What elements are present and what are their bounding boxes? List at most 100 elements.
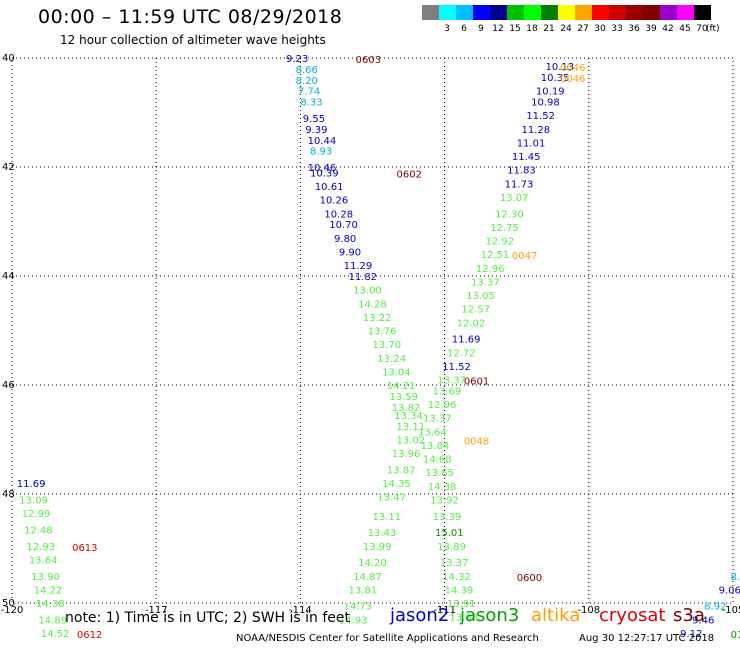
wave-height-value: 9.90 (339, 247, 361, 258)
wave-height-value: 13.24 (377, 354, 406, 365)
wave-height-value: 10.26 (320, 196, 349, 207)
scale-swatch (456, 5, 473, 20)
wave-height-value: 14.21 (387, 381, 416, 392)
wave-height-value: 7.74 (298, 87, 320, 98)
wave-height-value: 14.35 (382, 479, 411, 490)
wave-height-value: 13.11 (397, 422, 426, 433)
lat-tick-label: 44 (2, 271, 15, 282)
wave-height-value: 10.35 (541, 73, 570, 84)
scale-tick-label: 12 (492, 24, 504, 34)
wave-height-value: 10.39 (310, 168, 339, 179)
scale-swatch (660, 5, 677, 20)
wave-height-value: 12.99 (22, 509, 51, 520)
wave-height-value: 13.37 (437, 376, 466, 387)
wave-height-value: 13.99 (363, 542, 392, 553)
wave-height-value: 13.11 (373, 512, 402, 523)
scale-swatch (507, 5, 524, 20)
wave-height-value: 13.87 (387, 465, 416, 476)
wave-height-value: 12.93 (26, 542, 55, 553)
wave-height-value: 10.13 (546, 62, 575, 73)
scale-tick-label: 18 (526, 24, 538, 34)
scale-swatch (609, 5, 626, 20)
wave-height-value: 14.28 (358, 299, 387, 310)
scale-swatch (677, 5, 694, 20)
pass-time-label: 0047 (512, 251, 537, 262)
wave-height-value: 11.73 (505, 179, 534, 190)
scale-swatch (592, 5, 609, 20)
wave-height-value: 14.93 (339, 615, 368, 626)
wave-height-value: 13.83 (449, 613, 478, 624)
wave-height-value: 15.01 (435, 528, 464, 539)
scale-swatch (541, 5, 558, 20)
wave-height-value: 13.37 (440, 558, 469, 569)
wave-height-value: 13.96 (392, 449, 421, 460)
wave-height-value: 13.70 (373, 340, 402, 351)
wave-height-value: 8.20 (296, 76, 318, 87)
wave-height-value: 12.75 (490, 223, 519, 234)
legend-item: jason2 (390, 605, 450, 626)
map-frame (11, 57, 734, 604)
legend-item: jason3 (460, 605, 520, 626)
lon-tick-label: -117 (145, 605, 168, 616)
pass-time-label: 0612 (77, 630, 102, 641)
legend-item: cryosat (599, 605, 666, 626)
wave-height-value: 11.28 (522, 125, 551, 136)
wave-height-value: 12.92 (485, 237, 514, 248)
wave-height-value: 11.01 (517, 138, 546, 149)
wave-height-value: 11.83 (507, 166, 536, 177)
wave-height-value: 10.19 (536, 87, 565, 98)
footnote: note: 1) Time is in UTC; 2) SWH is in fe… (65, 610, 351, 626)
wave-height-value: 13.39 (433, 512, 462, 523)
wave-height-value: 11.82 (348, 272, 377, 283)
wave-height-value: 12.48 (24, 525, 53, 536)
wave-height-value: 8.92 (704, 602, 726, 613)
pass-time-label: 0046 (560, 74, 585, 85)
pass-time-label: 0601 (464, 377, 489, 388)
wave-height-value: 13.84 (421, 441, 450, 452)
wave-height-value: 9.55 (303, 114, 325, 125)
wave-height-value: 8.33 (300, 98, 322, 109)
wave-height-value: 14.52 (41, 629, 70, 640)
legend-item: altika (531, 605, 581, 626)
pass-time-label: 0613 (72, 543, 97, 554)
lon-tick-label: -105 (722, 605, 740, 616)
wave-height-value: 12.96 (428, 400, 457, 411)
legend-item: s3a (673, 605, 705, 626)
scale-swatch (575, 5, 592, 20)
scale-swatch (473, 5, 490, 20)
wave-height-value: 13.90 (31, 572, 60, 583)
lon-tick-label: -111 (433, 605, 456, 616)
wave-height-value: 11.69 (452, 335, 481, 346)
scale-tick-label: 27 (577, 24, 589, 34)
scale-tick-label: 24 (560, 24, 572, 34)
wave-height-value: 10.44 (308, 136, 337, 147)
scale-swatch (626, 5, 643, 20)
wave-height-value: 13.59 (389, 392, 418, 403)
wave-height-value: 8. (731, 572, 740, 583)
wave-height-value: 12.30 (495, 209, 524, 220)
wave-height-value: 14.20 (358, 558, 387, 569)
lat-tick-label: 48 (2, 489, 15, 500)
wave-height-value: 14.89 (38, 615, 67, 626)
lon-tick-label: -120 (1, 605, 24, 616)
wave-height-value: 14.73 (344, 602, 373, 613)
pass-time-label: 0602 (397, 169, 422, 180)
wave-height-value: 13.05 (466, 291, 495, 302)
scale-tick-label: 3 (444, 24, 450, 34)
wave-height-value: 14.32 (442, 572, 471, 583)
wave-height-value: 13.09 (19, 495, 48, 506)
scale-tick-label: 70 (696, 24, 708, 34)
scale-swatch (490, 5, 507, 20)
pass-time-label: 0048 (464, 437, 489, 448)
scale-tick-label: 30 (594, 24, 606, 34)
wave-height-value: 13.02 (397, 436, 426, 447)
wave-height-value: 13.76 (368, 327, 397, 338)
wave-height-value: 13.92 (430, 495, 459, 506)
wave-height-value: 9.46 (692, 615, 714, 626)
wave-height-value: 14.38 (428, 482, 457, 493)
wave-height-value: 9.80 (334, 234, 356, 245)
wave-height-value: 10.46 (308, 163, 337, 174)
scale-swatch (439, 5, 456, 20)
wave-height-value: 13.65 (425, 468, 454, 479)
pass-time-label: 0603 (356, 55, 381, 66)
